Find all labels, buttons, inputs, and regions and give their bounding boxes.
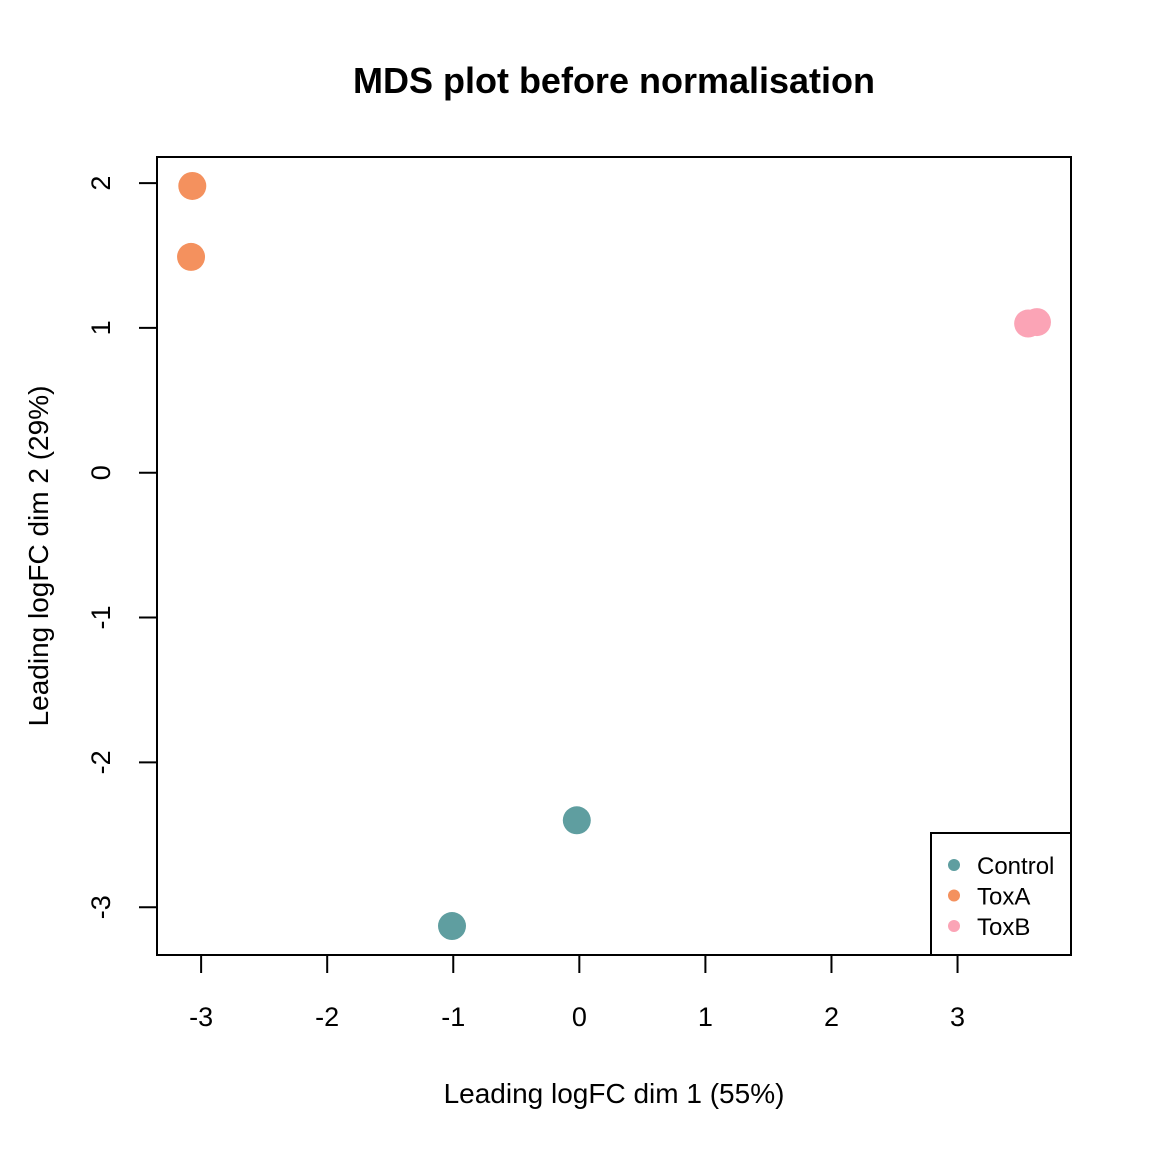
point-toxb — [1022, 308, 1051, 337]
x-tick-label: -2 — [315, 1002, 339, 1032]
y-tick-label: 2 — [86, 176, 116, 191]
x-tick-label: -1 — [441, 1002, 465, 1032]
x-tick-label: 2 — [824, 1002, 839, 1032]
x-tick-label: 0 — [572, 1002, 587, 1032]
legend-marker-control — [948, 859, 960, 871]
x-axis: -3 -2 -1 0 1 2 3 — [189, 954, 965, 1032]
y-tick-label: 0 — [86, 465, 116, 480]
data-points — [177, 171, 1051, 941]
legend-label-control: Control — [977, 853, 1054, 880]
y-axis: -3 -2 -1 0 1 2 — [86, 176, 158, 919]
x-tick-label: 1 — [698, 1002, 713, 1032]
y-tick-label: -3 — [86, 895, 116, 919]
point-control — [562, 806, 591, 835]
legend: Control ToxA ToxB — [930, 832, 1072, 956]
legend-box — [930, 832, 1072, 956]
y-tick-label: -1 — [86, 606, 116, 630]
y-tick-label: -2 — [86, 750, 116, 774]
legend-marker-toxa — [948, 889, 960, 902]
y-axis-label: Leading logFC dim 2 (29%) — [23, 386, 54, 727]
x-axis-label: Leading logFC dim 1 (55%) — [444, 1078, 785, 1109]
x-tick-label: 3 — [950, 1002, 965, 1032]
point-toxa — [178, 171, 207, 200]
point-toxa — [177, 242, 206, 271]
chart-title: MDS plot before normalisation — [353, 60, 875, 101]
point-control — [438, 912, 467, 941]
y-tick-label: 1 — [86, 320, 116, 335]
legend-label-toxb: ToxB — [977, 914, 1030, 941]
legend-marker-toxb — [948, 920, 960, 932]
legend-label-toxa: ToxA — [977, 884, 1030, 911]
x-tick-label: -3 — [189, 1002, 213, 1032]
